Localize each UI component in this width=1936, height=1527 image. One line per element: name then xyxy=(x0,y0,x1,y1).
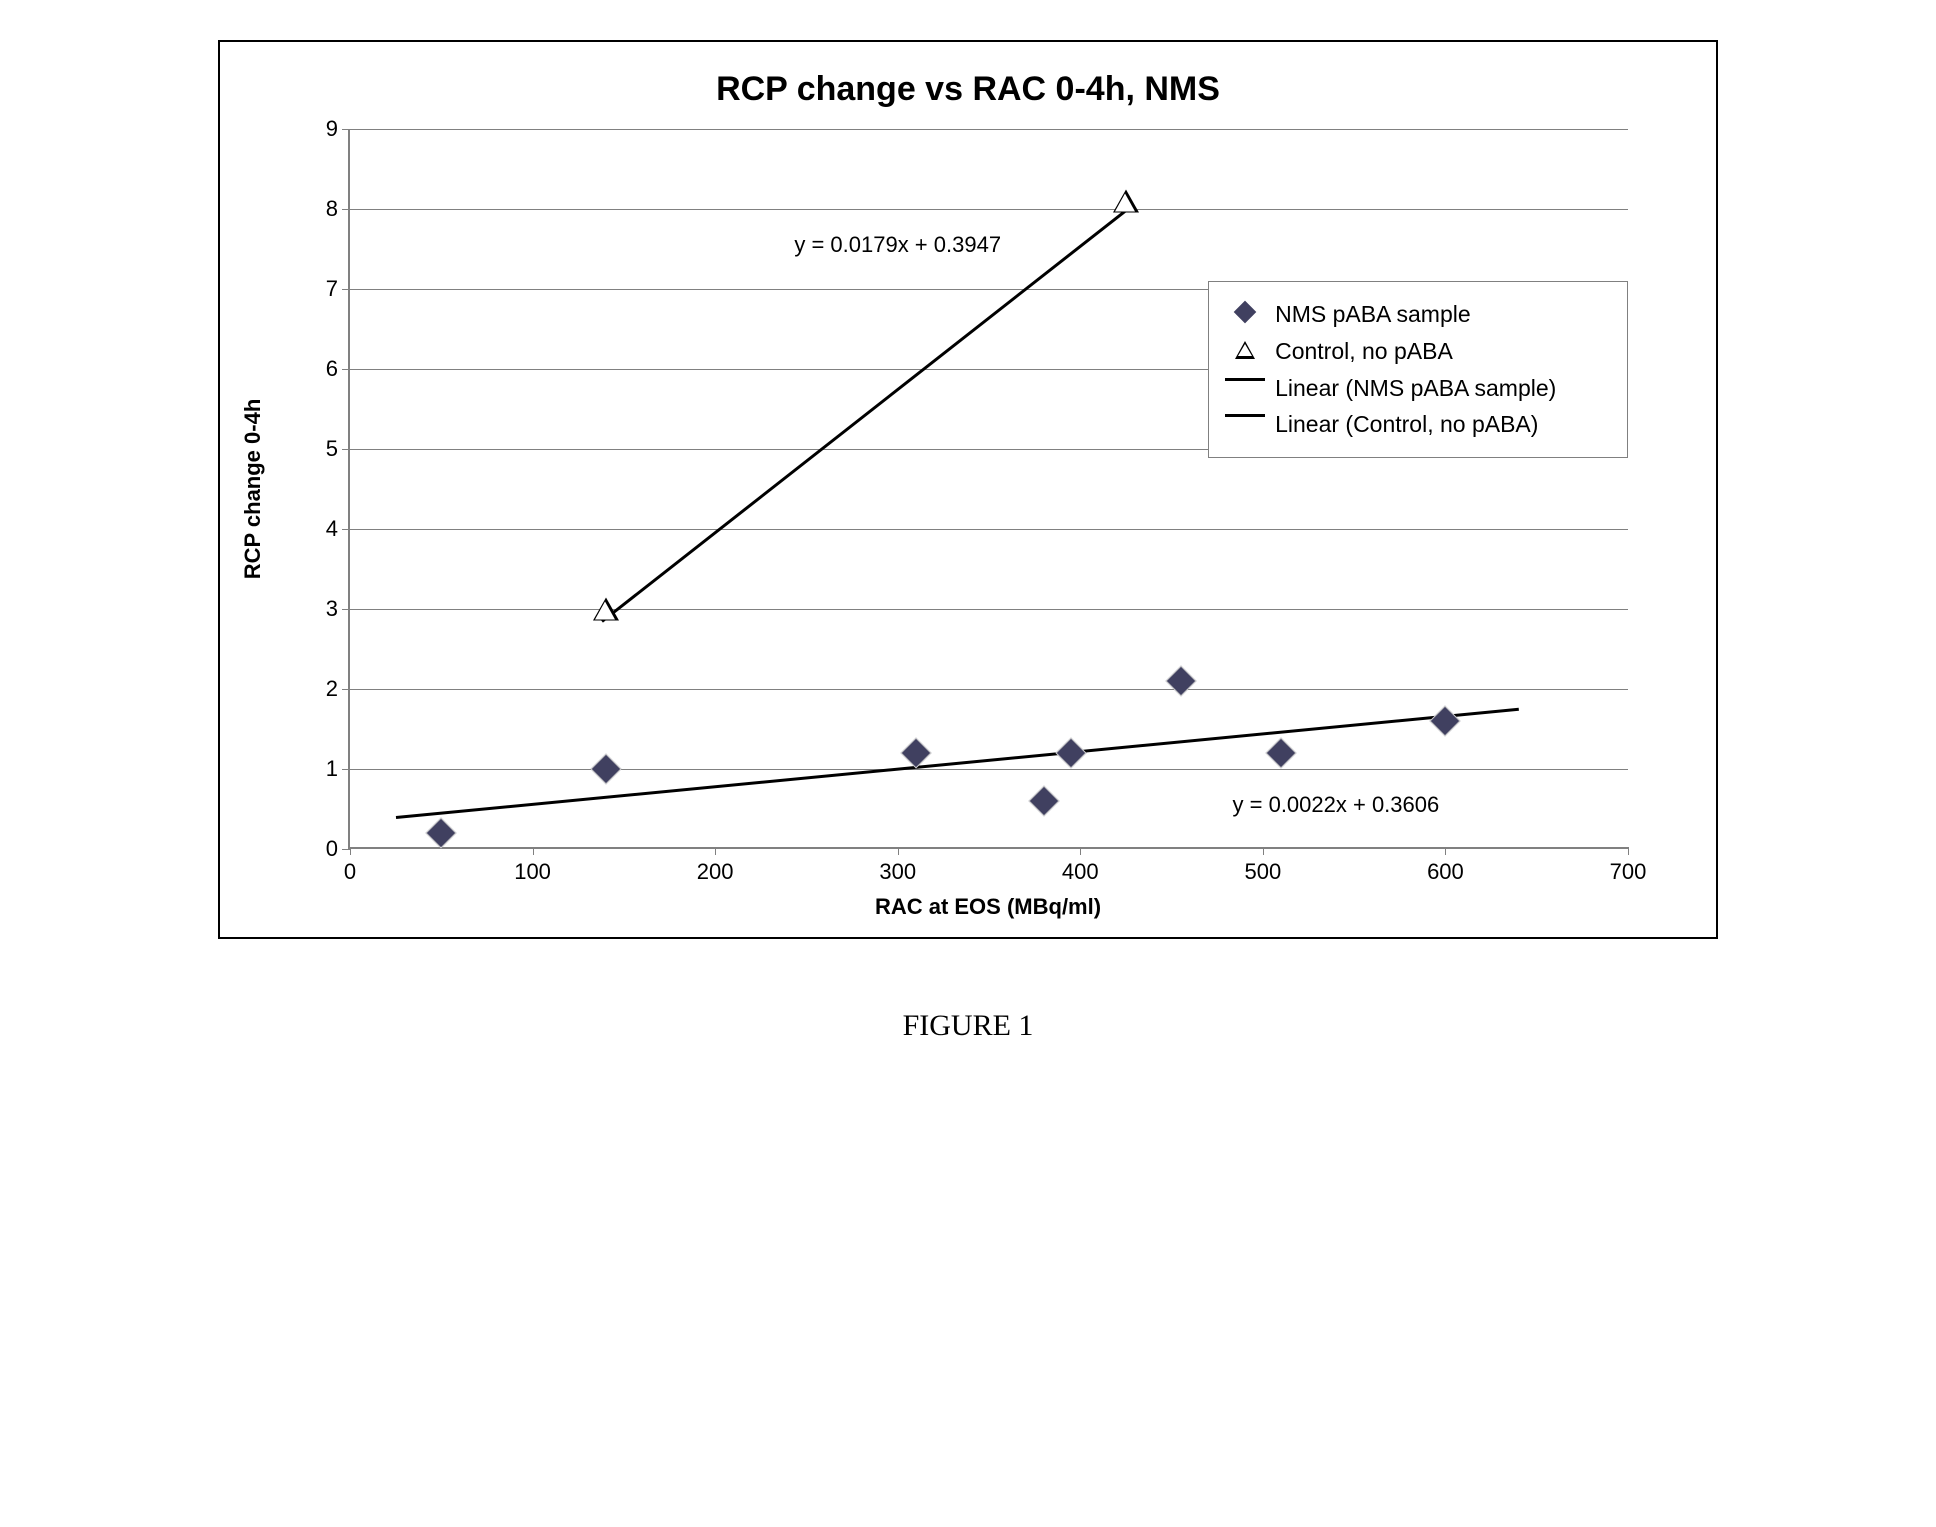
data-point-diamond xyxy=(1165,665,1196,696)
legend-symbol xyxy=(1223,378,1267,381)
x-tick-mark xyxy=(350,847,351,855)
y-tick-mark xyxy=(342,769,350,770)
legend-label: Control, no pABA xyxy=(1275,337,1453,366)
y-gridline xyxy=(350,129,1628,130)
y-gridline xyxy=(350,769,1628,770)
legend-label: NMS pABA sample xyxy=(1275,300,1471,329)
chart-title: RCP change vs RAC 0-4h, NMS xyxy=(228,50,1708,119)
y-tick-mark xyxy=(342,209,350,210)
y-tick-mark xyxy=(342,369,350,370)
x-tick-mark xyxy=(533,847,534,855)
y-tick-mark xyxy=(342,609,350,610)
x-tick-mark xyxy=(1628,847,1629,855)
y-tick-mark xyxy=(342,689,350,690)
x-axis-label: RAC at EOS (MBq/ml) xyxy=(875,849,1101,920)
data-point-diamond xyxy=(1028,785,1059,816)
plot-region: 01234567890100200300400500600700y = 0.00… xyxy=(348,129,1628,849)
legend-symbol xyxy=(1223,414,1267,417)
trendline-equation: y = 0.0179x + 0.3947 xyxy=(794,232,1001,258)
legend-item: Linear (Control, no pABA) xyxy=(1223,410,1613,439)
legend-label: Linear (NMS pABA sample) xyxy=(1275,374,1556,403)
plot-area: 01234567890100200300400500600700y = 0.00… xyxy=(348,129,1628,849)
data-point-diamond xyxy=(1056,737,1087,768)
legend-item: Linear (NMS pABA sample) xyxy=(1223,374,1613,403)
legend-item: NMS pABA sample xyxy=(1223,300,1613,329)
trendline-equation: y = 0.0022x + 0.3606 xyxy=(1233,792,1440,818)
y-gridline xyxy=(350,609,1628,610)
x-tick-mark xyxy=(1263,847,1264,855)
data-point-diamond xyxy=(1430,705,1461,736)
figure-container: RCP change vs RAC 0-4h, NMS 012345678901… xyxy=(218,40,1718,1043)
data-point-triangle xyxy=(1113,198,1139,221)
y-tick-mark xyxy=(342,289,350,290)
legend: NMS pABA sample Control, no pABA Linear (N… xyxy=(1208,281,1628,458)
y-gridline xyxy=(350,209,1628,210)
y-gridline xyxy=(350,529,1628,530)
legend-symbol xyxy=(1223,304,1267,320)
legend-label: Linear (Control, no pABA) xyxy=(1275,410,1538,439)
data-point-triangle xyxy=(593,606,619,629)
chart-box: RCP change vs RAC 0-4h, NMS 012345678901… xyxy=(228,50,1708,849)
y-axis-label: RCP change 0-4h xyxy=(240,399,266,580)
x-tick-mark xyxy=(1445,847,1446,855)
data-point-diamond xyxy=(590,753,621,784)
y-tick-mark xyxy=(342,529,350,530)
y-gridline xyxy=(350,689,1628,690)
y-tick-mark xyxy=(342,449,350,450)
data-point-diamond xyxy=(1266,737,1297,768)
x-tick-mark xyxy=(715,847,716,855)
y-tick-mark xyxy=(342,129,350,130)
chart-outer-border: RCP change vs RAC 0-4h, NMS 012345678901… xyxy=(218,40,1718,939)
figure-caption: FIGURE 1 xyxy=(218,1009,1718,1043)
legend-item: Control, no pABA xyxy=(1223,337,1613,366)
trendline xyxy=(601,206,1130,622)
data-point-diamond xyxy=(426,817,457,848)
legend-symbol xyxy=(1223,341,1267,359)
